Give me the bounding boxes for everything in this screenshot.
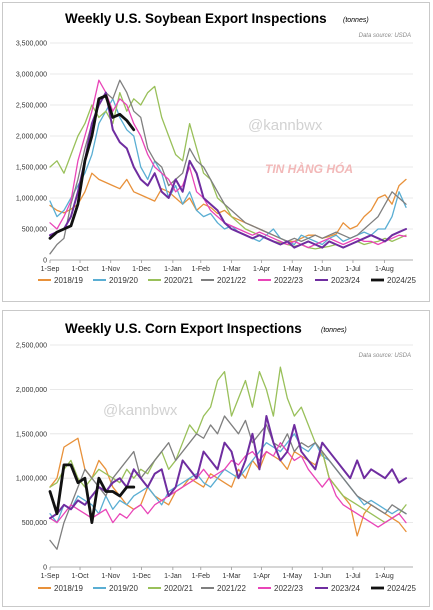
corn-legend-label: 2022/23: [274, 584, 303, 593]
corn-x-tick-label: 1-Aug: [375, 573, 394, 580]
corn-legend-label: 2021/22: [217, 584, 246, 593]
corn-x-tick-label: 1-Sep: [41, 573, 60, 580]
soybean-x-tick-label: 1-Feb: [192, 266, 210, 273]
corn-series-line-2023-24: [49, 415, 408, 520]
corn-x-tick-label: 1-Oct: [71, 573, 88, 580]
soybean-legend-label: 2024/25: [387, 276, 416, 285]
corn-legend-label: 2018/19: [54, 584, 83, 593]
corn-watermark: @kannbwx: [103, 402, 178, 419]
soybean-y-tick-label: 1,000,000: [16, 196, 47, 203]
soybean-chart: Weekly U.S. Soybean Export Inspections (t…: [16, 11, 417, 285]
corn-chart: Weekly U.S. Corn Export Inspections (tonn…: [16, 321, 417, 593]
soybean-x-tick-label: 1-Apr: [253, 266, 271, 273]
corn-x-tick-label: 1-Feb: [192, 573, 210, 580]
corn-chart-panel: Weekly U.S. Corn Export Inspections (tonn…: [2, 310, 430, 607]
corn-x-tick-label: 1-Jan: [164, 573, 182, 580]
soybean-legend-label: 2023/24: [331, 276, 360, 285]
corn-series-line-2024-25: [48, 463, 136, 525]
soybean-legend-label: 2018/19: [54, 276, 83, 285]
corn-legend-label: 2019/20: [109, 584, 138, 593]
corn-y-tick-label: 1,000,000: [16, 476, 47, 483]
soybean-y-tick-label: 0: [43, 258, 47, 265]
soybean-unit-note: (tonnes): [343, 17, 369, 24]
corn-x-tick-label: 1-Mar: [222, 573, 241, 580]
corn-y-tick-label: 2,000,000: [16, 387, 47, 394]
corn-y-tick-label: 0: [43, 565, 47, 572]
soybean-legend-label: 2022/23: [274, 276, 303, 285]
corn-source-note: Data source: USDA: [359, 353, 411, 359]
corn-series-line-2018-19: [49, 437, 407, 537]
soybean-x-tick-label: 1-Jun: [313, 266, 331, 273]
corn-x-tick-label: 1-Apr: [253, 573, 271, 580]
soybean-legend-label: 2020/21: [164, 276, 193, 285]
corn-y-tick-label: 1,500,000: [16, 431, 47, 438]
soybean-x-tick-label: 1-Aug: [375, 266, 394, 273]
corn-series-line-2022-23: [49, 442, 407, 528]
soybean-y-tick-label: 500,000: [22, 227, 47, 234]
soybean-x-tick-label: 1-Dec: [132, 266, 151, 273]
corn-legend-label: 2023/24: [331, 584, 360, 593]
soybean-y-tick-label: 3,500,000: [16, 41, 47, 48]
soybean-source-note: Data source: USDA: [359, 33, 411, 39]
soybean-chart-title: Weekly U.S. Soybean Export Inspections: [65, 11, 327, 26]
soybean-x-tick-label: 1-Mar: [222, 266, 241, 273]
soybean-y-tick-label: 2,000,000: [16, 134, 47, 141]
corn-legend-label: 2020/21: [164, 584, 193, 593]
corn-x-tick-label: 1-Jun: [313, 573, 331, 580]
soybean-series-line-2021-22: [49, 79, 407, 255]
tin-hang-hoa-logo: TIN HÀNG HÓA: [265, 161, 353, 176]
soybean-legend-label: 2019/20: [109, 276, 138, 285]
soybean-series-line-2018-19: [49, 172, 407, 243]
soybean-x-tick-label: 1-Sep: [41, 266, 60, 273]
soybean-legend-label: 2021/22: [217, 276, 246, 285]
soybean-x-tick-label: 1-Oct: [71, 266, 88, 273]
soybean-watermark: @kannbwx: [248, 117, 323, 134]
corn-x-tick-label: 1-Jul: [345, 573, 361, 580]
corn-x-tick-label: 1-Nov: [101, 573, 120, 580]
corn-x-tick-label: 1-Dec: [132, 573, 151, 580]
soybean-y-tick-label: 2,500,000: [16, 103, 47, 110]
corn-x-tick-label: 1-May: [283, 573, 303, 580]
soybean-y-tick-label: 1,500,000: [16, 165, 47, 172]
corn-legend-label: 2024/25: [387, 584, 416, 593]
soybean-series-line-2022-23: [49, 79, 407, 249]
soybean-chart-panel: Weekly U.S. Soybean Export Inspections (t…: [2, 2, 430, 302]
corn-chart-title: Weekly U.S. Corn Export Inspections: [65, 321, 302, 336]
soybean-x-tick-label: 1-May: [283, 266, 303, 273]
corn-series-line-2020-21: [49, 366, 407, 524]
corn-y-tick-label: 2,500,000: [16, 343, 47, 350]
soybean-series-line-2023-24: [49, 91, 408, 249]
soybean-y-tick-label: 3,000,000: [16, 72, 47, 79]
soybean-x-tick-label: 1-Nov: [101, 266, 120, 273]
corn-series-line-2021-22: [49, 415, 407, 550]
corn-y-tick-label: 500,000: [22, 520, 47, 527]
soybean-series-line-2024-25: [48, 94, 136, 240]
soybean-x-tick-label: 1-Jul: [345, 266, 361, 273]
soybean-x-tick-label: 1-Jan: [164, 266, 182, 273]
corn-unit-note: (tonnes): [321, 327, 347, 334]
